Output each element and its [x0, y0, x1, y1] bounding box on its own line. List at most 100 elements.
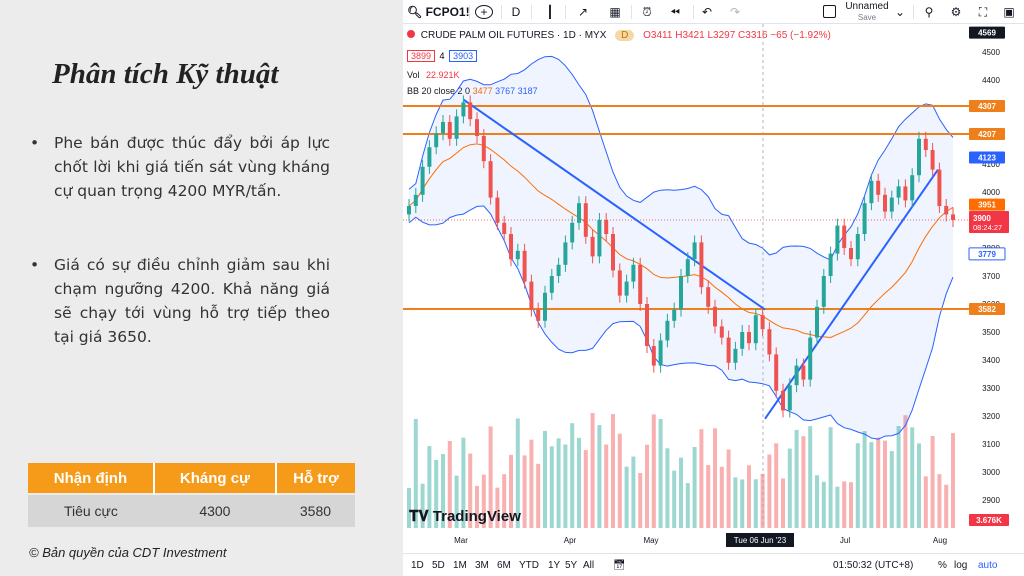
volume-bar — [651, 414, 656, 528]
volume-bar — [515, 418, 520, 528]
candle-body — [536, 309, 541, 321]
resistance-2-label: 4207 — [978, 130, 996, 139]
range-ytd[interactable]: YTD — [519, 560, 539, 571]
candle-body — [828, 253, 833, 276]
layout-name[interactable]: Unnamed Save — [845, 1, 889, 22]
candle-body — [889, 197, 894, 212]
support-label-box — [969, 303, 1005, 316]
range-5y[interactable]: 5Y — [565, 560, 578, 571]
volume-bar — [774, 443, 779, 528]
bb-label: BB 20 close 2 0 — [407, 86, 471, 96]
add-symbol-icon[interactable]: + — [475, 5, 493, 19]
volume-bar — [617, 433, 622, 528]
time-tick: May — [643, 536, 658, 545]
candle-body — [815, 306, 819, 338]
volume-bar — [944, 484, 949, 528]
volume-bar — [495, 487, 500, 528]
candle-body — [944, 206, 949, 215]
bullet-text-1: Phe bán được thúc đẩy bởi áp lực chốt lờ… — [54, 134, 330, 200]
volume-bar — [787, 448, 792, 528]
replay-icon[interactable]: ⏪︎ — [670, 5, 680, 19]
price-chart[interactable]: 2900300031003200330034003500360037003800… — [403, 24, 1024, 552]
range-all[interactable]: All — [583, 560, 595, 571]
candle-body — [468, 102, 473, 120]
last-price-label: 3900 — [973, 214, 991, 223]
symbol-search[interactable]: 🔍︎ FCPO1! — [407, 5, 470, 19]
candle-type-icon[interactable]: ┃ — [546, 5, 554, 19]
volume-bar — [447, 441, 452, 528]
templates-icon[interactable]: ▦ — [609, 5, 621, 19]
buy-price[interactable]: 3903 — [449, 50, 478, 62]
log-toggle[interactable]: log — [954, 560, 968, 571]
candle-body — [549, 276, 554, 293]
candle-body — [529, 281, 534, 310]
indicators-icon[interactable]: ↗ — [577, 5, 589, 19]
volume-bar — [461, 437, 466, 528]
range-6m[interactable]: 6M — [497, 560, 511, 571]
range-1d[interactable]: 1D — [411, 560, 424, 571]
status-badge: D — [615, 30, 635, 41]
volume-bar — [488, 426, 493, 528]
camera-icon[interactable]: ▣ — [1003, 5, 1015, 19]
undo-icon[interactable]: ↶ — [701, 5, 713, 19]
volume-bar — [522, 455, 527, 528]
tradingview-chart[interactable]: 🔍︎ FCPO1! + D ┃ ↗ ▦ ⏰︎ ⏪︎ ↶ ↷ Unnamed Sa… — [403, 0, 1024, 576]
bb-basis-label: 3951 — [978, 201, 996, 210]
fullscreen-icon[interactable]: ⛶ — [978, 5, 988, 19]
redo-icon[interactable]: ↷ — [729, 5, 741, 19]
candle-body — [543, 292, 547, 321]
volume-bar — [835, 486, 840, 528]
chart-toolbar: 🔍︎ FCPO1! + D ┃ ↗ ▦ ⏰︎ ⏪︎ ↶ ↷ Unnamed Sa… — [403, 0, 1024, 24]
price-labels: 4569 4307 4207 4123 3951 3779 3582 390008:24:27… — [968, 26, 1009, 526]
bb-basis-value: 3477 — [473, 86, 493, 96]
volume-bar — [413, 418, 418, 528]
volume-bar — [781, 478, 785, 528]
volume-bar — [849, 482, 853, 528]
sell-price[interactable]: 3899 — [407, 50, 436, 62]
chevron-down-icon[interactable]: ⌄ — [895, 5, 906, 19]
candle-body — [699, 242, 704, 288]
range-3m[interactable]: 3M — [475, 560, 489, 571]
candle-body — [930, 150, 935, 170]
range-5d[interactable]: 5D — [432, 560, 445, 571]
volume-bar — [917, 443, 921, 528]
bb-basis-label-box — [969, 198, 1005, 211]
gear-icon[interactable]: ⚙ — [950, 5, 962, 19]
candle-body — [617, 270, 622, 296]
volume-bar — [563, 444, 568, 528]
summary-table-header: Nhận định Kháng cự Hỗ trợ — [28, 463, 355, 494]
crosshair-price-label: 4569 — [978, 29, 996, 38]
volume-bar — [767, 454, 772, 528]
candle-body — [685, 259, 690, 276]
percent-toggle[interactable]: % — [938, 560, 947, 571]
volume-bar — [889, 451, 894, 528]
volume-bar — [420, 483, 425, 528]
auto-toggle[interactable]: auto — [978, 560, 998, 571]
volume-bars — [407, 413, 955, 528]
quick-search-icon[interactable]: ⚲ — [924, 5, 934, 19]
candle-body — [896, 186, 901, 198]
volume-bar — [760, 473, 765, 528]
bb-lower-value: 3187 — [518, 86, 538, 96]
price-tick: 4400 — [982, 76, 1000, 85]
volume-bar — [543, 431, 547, 528]
volume-bar — [434, 460, 439, 528]
candle-body — [719, 326, 724, 338]
ohlc-values: O3411 H3421 L3297 C3316 −65 (−1.92%) — [643, 30, 831, 41]
interval-button[interactable]: D — [511, 5, 521, 19]
calendar-icon[interactable]: 📅︎ — [613, 560, 626, 571]
candle-body — [441, 122, 445, 134]
volume-bar — [570, 423, 575, 528]
bollinger-legend: BB 20 close 2 0 3477 3767 3187 — [407, 86, 538, 96]
candle-body — [951, 214, 955, 220]
candle-body — [760, 315, 765, 330]
tv-logo-icon: 𝐓𝐕 — [409, 508, 429, 525]
volume-bar — [529, 439, 534, 528]
slide-title: Phân tích Kỹ thuật — [52, 58, 279, 90]
range-1y[interactable]: 1Y — [548, 560, 561, 571]
range-1m[interactable]: 1M — [453, 560, 467, 571]
alert-icon[interactable]: ⏰︎ — [642, 5, 652, 19]
price-tick: 4500 — [982, 48, 1000, 57]
layout-checkbox[interactable] — [823, 5, 836, 18]
time-tick: Aug — [933, 536, 947, 545]
